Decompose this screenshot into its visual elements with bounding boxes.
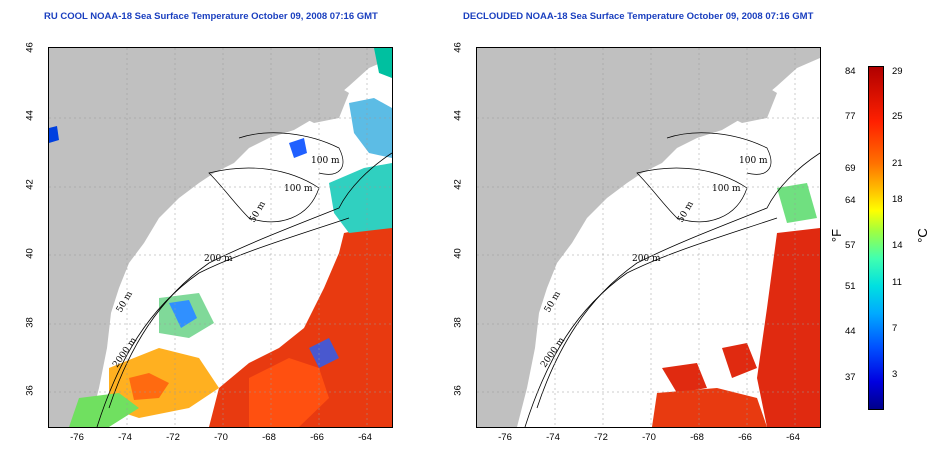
contour-label-100b: 100 m <box>284 184 313 194</box>
lon-tick: -68 <box>690 432 704 443</box>
declouded-sst-map[interactable]: 100 m 100 m 50 m 200 m 50 m 2000 m <box>476 47 821 428</box>
lon-tick: -74 <box>118 432 132 443</box>
lon-tick: -76 <box>498 432 512 443</box>
contour-label-200: 200 m <box>204 254 233 264</box>
colorbar-f-label: 37 <box>845 372 856 383</box>
contour-label-100b: 100 m <box>712 184 741 194</box>
lon-tick: -76 <box>70 432 84 443</box>
contour-label-50a: 50 m <box>676 199 696 224</box>
lat-tick: 46 <box>452 42 464 53</box>
declouded-sst-svg: 100 m 100 m 50 m 200 m 50 m 2000 m <box>477 48 820 427</box>
lat-tick: 42 <box>452 179 464 190</box>
contour-label-100a: 100 m <box>739 156 768 166</box>
warm-sst-region <box>757 228 820 427</box>
lon-tick: -66 <box>738 432 752 443</box>
lon-tick: -70 <box>642 432 656 443</box>
colorbar-c-label: 3 <box>892 369 898 380</box>
colorbar-f-label: 51 <box>845 281 856 292</box>
colorbar-f-label: 64 <box>845 195 856 206</box>
lon-tick: -64 <box>358 432 372 443</box>
colorbar-f-label: 84 <box>845 66 856 77</box>
contour-label-50a: 50 m <box>248 199 268 224</box>
colorbar-c-label: 29 <box>892 66 903 77</box>
colorbar-f-label: 57 <box>845 240 856 251</box>
lat-tick: 46 <box>24 42 36 53</box>
lon-tick: -72 <box>166 432 180 443</box>
land-mass <box>49 48 392 427</box>
lat-tick: 44 <box>452 110 464 121</box>
colorbar-c-label: 25 <box>892 111 903 122</box>
raw-sst-map[interactable]: 100 m 100 m 50 m 200 m 50 m 2000 m <box>48 47 393 428</box>
lon-tick: -72 <box>594 432 608 443</box>
colorbar-f-label: 69 <box>845 163 856 174</box>
land-mass-north <box>289 78 349 123</box>
lat-tick: 40 <box>452 248 464 259</box>
celsius-unit-label: °C <box>914 228 930 243</box>
colorbar-c-label: 14 <box>892 240 903 251</box>
land-mass-north <box>717 78 777 123</box>
temperature-colorbar <box>868 66 884 410</box>
lon-tick: -70 <box>214 432 228 443</box>
fahrenheit-unit-label: °F <box>829 228 845 243</box>
contour-label-200: 200 m <box>632 254 661 264</box>
lat-tick: 38 <box>24 317 36 328</box>
land-mass <box>477 48 820 427</box>
colorbar-c-label: 18 <box>892 194 903 205</box>
raw-sst-svg: 100 m 100 m 50 m 200 m 50 m 2000 m <box>49 48 392 427</box>
contour-label-50b: 50 m <box>115 289 135 314</box>
lat-tick: 44 <box>24 110 36 121</box>
contour-label-2000: 2000 m <box>539 336 567 370</box>
contour-label-100a: 100 m <box>311 156 340 166</box>
lon-tick: -74 <box>546 432 560 443</box>
lat-tick: 38 <box>452 317 464 328</box>
colorbar-f-label: 77 <box>845 111 856 122</box>
colorbar-c-label: 11 <box>892 277 902 288</box>
lon-tick: -64 <box>786 432 800 443</box>
lat-tick: 42 <box>24 179 36 190</box>
contour-label-50b: 50 m <box>543 289 563 314</box>
colorbar-f-label: 44 <box>845 326 856 337</box>
lon-tick: -68 <box>262 432 276 443</box>
left-map-title: RU COOL NOAA-18 Sea Surface Temperature … <box>44 11 378 22</box>
lat-tick: 36 <box>452 385 464 396</box>
right-map-title: DECLOUDED NOAA-18 Sea Surface Temperatur… <box>463 11 814 22</box>
lat-tick: 36 <box>24 385 36 396</box>
colorbar-c-label: 7 <box>892 323 898 334</box>
colorbar-c-label: 21 <box>892 158 903 169</box>
lat-tick: 40 <box>24 248 36 259</box>
lon-tick: -66 <box>310 432 324 443</box>
